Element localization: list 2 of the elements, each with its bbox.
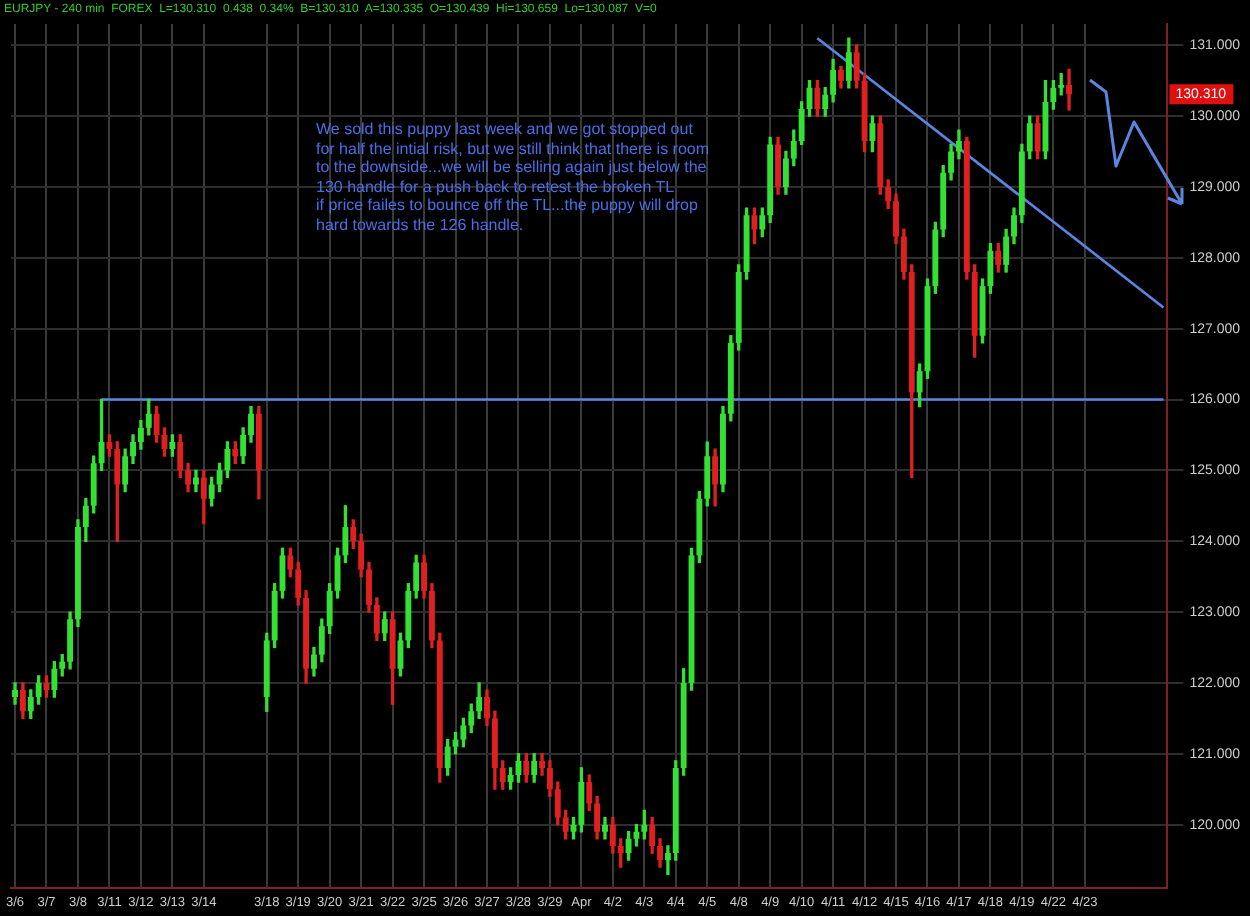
annotation: We sold this puppy last week and we got stopped out for half the intial risk, but we still think that there is room to the downside...we will be selling again just below the 130 handle for a push back to retest the broken TL if price failes to bounce off the TL...the puppy will drop hard towards the 126 handle. — [316, 120, 710, 236]
candlestick — [1066, 68, 1073, 111]
